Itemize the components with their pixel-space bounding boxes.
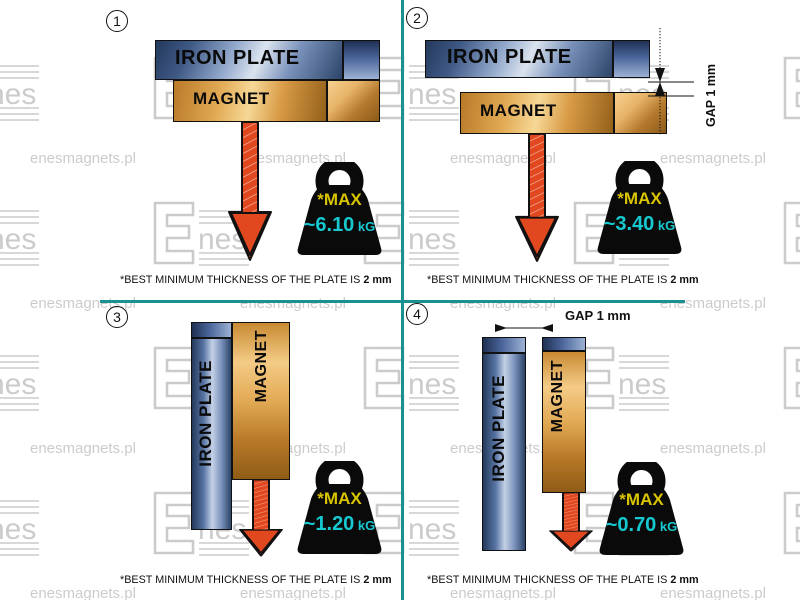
svg-text:enesmagnets.pl: enesmagnets.pl [30,585,136,600]
svg-text:enesmagnets.pl: enesmagnets.pl [240,295,346,312]
svg-text:enesmagnets.pl: enesmagnets.pl [30,440,136,457]
svg-text:enesmagnets.pl: enesmagnets.pl [660,585,766,600]
svg-text:enesmagnets.pl: enesmagnets.pl [240,585,346,600]
svg-text:enesmagnets.pl: enesmagnets.pl [660,440,766,457]
svg-text:enesmagnets.pl: enesmagnets.pl [450,295,556,312]
svg-text:enesmagnets.pl: enesmagnets.pl [30,150,136,167]
svg-text:enesmagnets.pl: enesmagnets.pl [660,295,766,312]
svg-text:enesmagnets.pl: enesmagnets.pl [450,585,556,600]
